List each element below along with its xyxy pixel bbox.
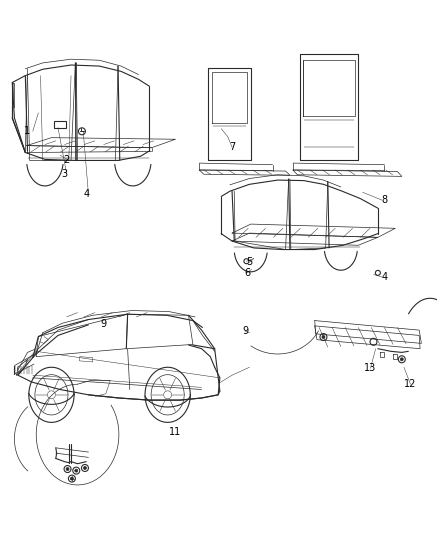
Circle shape	[47, 391, 56, 399]
Circle shape	[84, 466, 86, 470]
Text: 2: 2	[64, 156, 70, 165]
Text: 9: 9	[242, 326, 248, 336]
Text: 4: 4	[381, 272, 388, 282]
Text: 9: 9	[101, 319, 107, 329]
Circle shape	[322, 336, 325, 338]
Text: 5: 5	[246, 257, 253, 267]
Circle shape	[75, 469, 78, 472]
Text: 11: 11	[170, 427, 182, 437]
Text: 6: 6	[244, 268, 251, 278]
Text: 4: 4	[83, 189, 89, 199]
Text: 1: 1	[25, 126, 31, 136]
Bar	[53, 121, 66, 127]
Text: 13: 13	[364, 364, 377, 373]
Text: 8: 8	[381, 195, 388, 205]
Circle shape	[164, 391, 172, 399]
Circle shape	[400, 358, 403, 361]
Text: 7: 7	[229, 142, 235, 152]
Text: 12: 12	[404, 379, 417, 389]
Text: 3: 3	[61, 169, 67, 179]
Circle shape	[66, 467, 69, 471]
Circle shape	[71, 477, 74, 480]
